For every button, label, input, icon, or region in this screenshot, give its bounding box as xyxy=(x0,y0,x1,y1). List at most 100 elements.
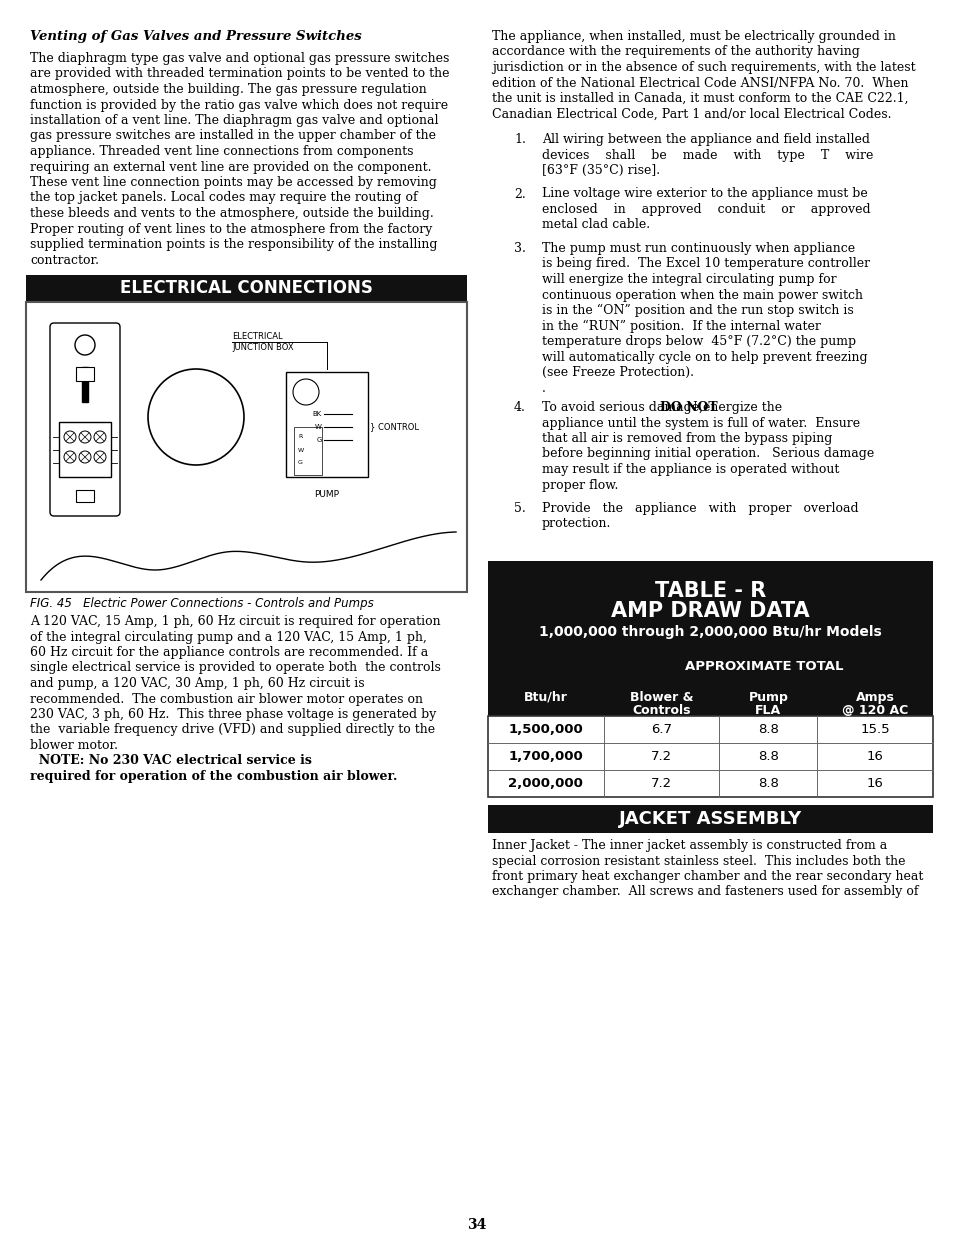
Text: 5.: 5. xyxy=(514,501,525,515)
Text: 3.: 3. xyxy=(514,242,525,254)
Bar xyxy=(76,367,94,382)
Bar xyxy=(488,656,932,678)
Text: 7.2: 7.2 xyxy=(650,750,672,763)
Text: gas pressure switches are installed in the upper chamber of the: gas pressure switches are installed in t… xyxy=(30,130,436,142)
Text: .: . xyxy=(541,382,545,394)
Text: W: W xyxy=(297,447,304,452)
Text: atmosphere, outside the building. The gas pressure regulation: atmosphere, outside the building. The ga… xyxy=(30,83,426,96)
Text: function is provided by the ratio gas valve which does not require: function is provided by the ratio gas va… xyxy=(30,99,448,111)
Bar xyxy=(488,561,932,656)
Text: JUNCTION BOX: JUNCTION BOX xyxy=(232,343,294,352)
Text: required for operation of the combustion air blower.: required for operation of the combustion… xyxy=(30,769,397,783)
Text: will energize the integral circulating pump for: will energize the integral circulating p… xyxy=(541,273,836,287)
Text: single electrical service is provided to operate both  the controls: single electrical service is provided to… xyxy=(30,662,440,674)
Text: The pump must run continuously when appliance: The pump must run continuously when appl… xyxy=(541,242,854,254)
Text: Venting of Gas Valves and Pressure Switches: Venting of Gas Valves and Pressure Switc… xyxy=(30,30,361,43)
Text: that all air is removed from the bypass piping: that all air is removed from the bypass … xyxy=(541,432,832,445)
Text: installation of a vent line. The diaphragm gas valve and optional: installation of a vent line. The diaphra… xyxy=(30,114,438,127)
Text: blower motor.: blower motor. xyxy=(30,739,126,752)
Text: The appliance, when installed, must be electrically grounded in: The appliance, when installed, must be e… xyxy=(492,30,895,43)
Bar xyxy=(82,367,88,403)
Text: A 120 VAC, 15 Amp, 1 ph, 60 Hz circuit is required for operation: A 120 VAC, 15 Amp, 1 ph, 60 Hz circuit i… xyxy=(30,615,440,629)
Text: These vent line connection points may be accessed by removing: These vent line connection points may be… xyxy=(30,177,436,189)
Text: 1,500,000: 1,500,000 xyxy=(508,722,582,736)
Text: Blower &: Blower & xyxy=(629,692,693,704)
Text: recommended.  The combustion air blower motor operates on: recommended. The combustion air blower m… xyxy=(30,693,422,705)
Text: Proper routing of vent lines to the atmosphere from the factory: Proper routing of vent lines to the atmo… xyxy=(30,222,432,236)
Text: BK: BK xyxy=(313,411,322,417)
Text: requiring an external vent line are provided on the component.: requiring an external vent line are prov… xyxy=(30,161,431,173)
Text: special corrosion resistant stainless steel.  This includes both the: special corrosion resistant stainless st… xyxy=(492,855,904,867)
Text: protection.: protection. xyxy=(541,517,611,531)
Text: @ 120 AC: @ 120 AC xyxy=(841,704,907,718)
Text: metal clad cable.: metal clad cable. xyxy=(541,219,649,231)
Text: DO NOT: DO NOT xyxy=(659,401,717,414)
Text: 1.: 1. xyxy=(514,133,525,146)
Text: FLA: FLA xyxy=(755,704,781,718)
Text: [63°F (35°C) rise].: [63°F (35°C) rise]. xyxy=(541,164,659,177)
Text: edition of the National Electrical Code ANSI/NFPA No. 70.  When: edition of the National Electrical Code … xyxy=(492,77,907,89)
Text: 2.: 2. xyxy=(514,188,525,200)
Text: are provided with threaded termination points to be vented to the: are provided with threaded termination p… xyxy=(30,68,449,80)
Text: will automatically cycle on to help prevent freezing: will automatically cycle on to help prev… xyxy=(541,351,866,363)
Text: proper flow.: proper flow. xyxy=(541,478,618,492)
Text: accordance with the requirements of the authority having: accordance with the requirements of the … xyxy=(492,46,859,58)
Text: front primary heat exchanger chamber and the rear secondary heat: front primary heat exchanger chamber and… xyxy=(492,869,923,883)
Text: 16: 16 xyxy=(866,777,882,790)
Text: continuous operation when the main power switch: continuous operation when the main power… xyxy=(541,289,862,301)
Text: 8.8: 8.8 xyxy=(757,722,778,736)
Text: PUMP: PUMP xyxy=(314,490,339,499)
Text: the top jacket panels. Local codes may require the routing of: the top jacket panels. Local codes may r… xyxy=(30,191,417,205)
Text: TABLE - R: TABLE - R xyxy=(654,580,765,601)
Bar xyxy=(59,422,111,477)
Bar xyxy=(26,275,467,301)
Text: may result if the appliance is operated without: may result if the appliance is operated … xyxy=(541,463,839,475)
Bar xyxy=(294,427,322,475)
Text: G: G xyxy=(297,461,302,466)
Text: Controls: Controls xyxy=(632,704,690,718)
Text: Provide   the   appliance   with   proper   overload: Provide the appliance with proper overlo… xyxy=(541,501,858,515)
Text: jurisdiction or in the absence of such requirements, with the latest: jurisdiction or in the absence of such r… xyxy=(492,61,915,74)
Text: Btu/hr: Btu/hr xyxy=(523,690,567,704)
Text: APPROXIMATE TOTAL: APPROXIMATE TOTAL xyxy=(684,661,842,673)
Text: the  variable frequency drive (VFD) and supplied directly to the: the variable frequency drive (VFD) and s… xyxy=(30,724,435,736)
Text: 4.: 4. xyxy=(514,401,525,414)
Text: Pump: Pump xyxy=(747,692,787,704)
Text: 8.8: 8.8 xyxy=(757,777,778,790)
Bar xyxy=(488,678,932,716)
Text: appliance until the system is full of water.  Ensure: appliance until the system is full of wa… xyxy=(541,416,860,430)
Text: Inner Jacket - The inner jacket assembly is constructed from a: Inner Jacket - The inner jacket assembly… xyxy=(492,839,886,852)
Text: 6.7: 6.7 xyxy=(650,722,671,736)
FancyBboxPatch shape xyxy=(50,324,120,516)
Text: ELECTRICAL: ELECTRICAL xyxy=(232,332,282,341)
Text: JACKET ASSEMBLY: JACKET ASSEMBLY xyxy=(618,810,801,827)
Text: before beginning initial operation.   Serious damage: before beginning initial operation. Seri… xyxy=(541,447,873,461)
Text: All wiring between the appliance and field installed: All wiring between the appliance and fie… xyxy=(541,133,869,146)
Text: 1,700,000: 1,700,000 xyxy=(508,750,582,763)
Text: is in the “ON” position and the run stop switch is: is in the “ON” position and the run stop… xyxy=(541,304,853,317)
Text: AMP DRAW DATA: AMP DRAW DATA xyxy=(611,601,809,621)
Text: 8.8: 8.8 xyxy=(757,750,778,763)
Bar xyxy=(26,303,467,592)
Text: To avoid serious damage,: To avoid serious damage, xyxy=(541,401,710,414)
Text: in the “RUN” position.  If the internal water: in the “RUN” position. If the internal w… xyxy=(541,320,820,332)
Text: 60 Hz circuit for the appliance controls are recommended. If a: 60 Hz circuit for the appliance controls… xyxy=(30,646,428,659)
Text: these bleeds and vents to the atmosphere, outside the building.: these bleeds and vents to the atmosphere… xyxy=(30,207,434,220)
Bar xyxy=(286,372,368,477)
Text: Canadian Electrical Code, Part 1 and/or local Electrical Codes.: Canadian Electrical Code, Part 1 and/or … xyxy=(492,107,890,121)
Text: FIG. 45   Electric Power Connections - Controls and Pumps: FIG. 45 Electric Power Connections - Con… xyxy=(30,597,374,610)
Text: 34: 34 xyxy=(467,1218,486,1233)
Text: exchanger chamber.  All screws and fasteners used for assembly of: exchanger chamber. All screws and fasten… xyxy=(492,885,918,899)
Text: 2,000,000: 2,000,000 xyxy=(508,777,582,790)
Text: R: R xyxy=(297,435,302,440)
Text: appliance. Threaded vent line connections from components: appliance. Threaded vent line connection… xyxy=(30,144,413,158)
Text: and pump, a 120 VAC, 30 Amp, 1 ph, 60 Hz circuit is: and pump, a 120 VAC, 30 Amp, 1 ph, 60 Hz… xyxy=(30,677,364,690)
Text: 15.5: 15.5 xyxy=(860,722,889,736)
Text: ELECTRICAL CONNECTIONS: ELECTRICAL CONNECTIONS xyxy=(120,279,373,296)
Text: } CONTROL: } CONTROL xyxy=(370,422,418,431)
Bar xyxy=(488,716,932,797)
Text: 7.2: 7.2 xyxy=(650,777,672,790)
Text: the unit is installed in Canada, it must conform to the CAE C22.1,: the unit is installed in Canada, it must… xyxy=(492,91,907,105)
Text: is being fired.  The Excel 10 temperature controller: is being fired. The Excel 10 temperature… xyxy=(541,258,869,270)
Text: W: W xyxy=(314,424,322,430)
